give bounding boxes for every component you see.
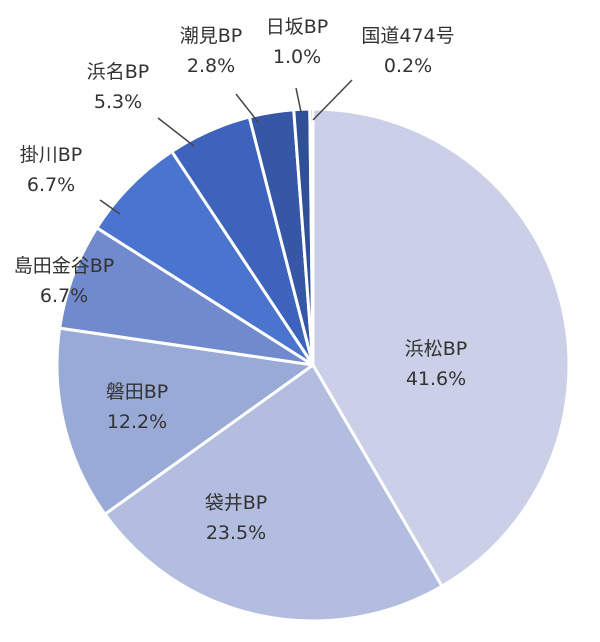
slice-label: 掛川BP xyxy=(20,144,83,166)
pie-slice xyxy=(58,226,315,367)
slice-value-label: 0.2% xyxy=(384,55,432,77)
pie-slices xyxy=(55,107,571,623)
slice-labels: 浜松BP 41.6% 袋井BP 23.5% 磐田BP 12.2% 島田金谷BP 6.7% 掛川B… xyxy=(14,16,468,544)
leader-line xyxy=(235,93,259,123)
slice-label: 袋井BP xyxy=(205,492,268,514)
leader-lines xyxy=(99,79,353,215)
slice-label: 日坂BP xyxy=(266,16,329,38)
slice-value-label: 5.3% xyxy=(94,91,142,113)
leader-line xyxy=(157,117,195,147)
slice-label: 島田金谷BP xyxy=(14,255,115,277)
slice-label: 磐田BP xyxy=(106,381,169,403)
pie-slice xyxy=(103,363,444,623)
pie-slice xyxy=(55,326,315,516)
pie-slice xyxy=(95,149,315,367)
leader-line xyxy=(295,87,302,113)
slice-label: 浜名BP xyxy=(87,61,150,83)
slice-label: 国道474号 xyxy=(361,25,454,47)
slice-value-label: 23.5% xyxy=(206,522,266,544)
slice-value-label: 6.7% xyxy=(27,174,75,196)
slice-value-label: 41.6% xyxy=(406,368,466,390)
pie-slice xyxy=(311,107,571,588)
slice-value-label: 12.2% xyxy=(107,411,167,433)
leader-line xyxy=(312,79,353,121)
slice-value-label: 6.7% xyxy=(40,285,88,307)
pie-slice xyxy=(308,107,315,367)
leader-line xyxy=(99,199,121,215)
slice-label: 浜松BP xyxy=(405,338,468,360)
slice-label: 潮見BP xyxy=(180,25,243,47)
slice-value-label: 2.8% xyxy=(187,55,235,77)
slice-value-label: 1.0% xyxy=(273,46,321,68)
